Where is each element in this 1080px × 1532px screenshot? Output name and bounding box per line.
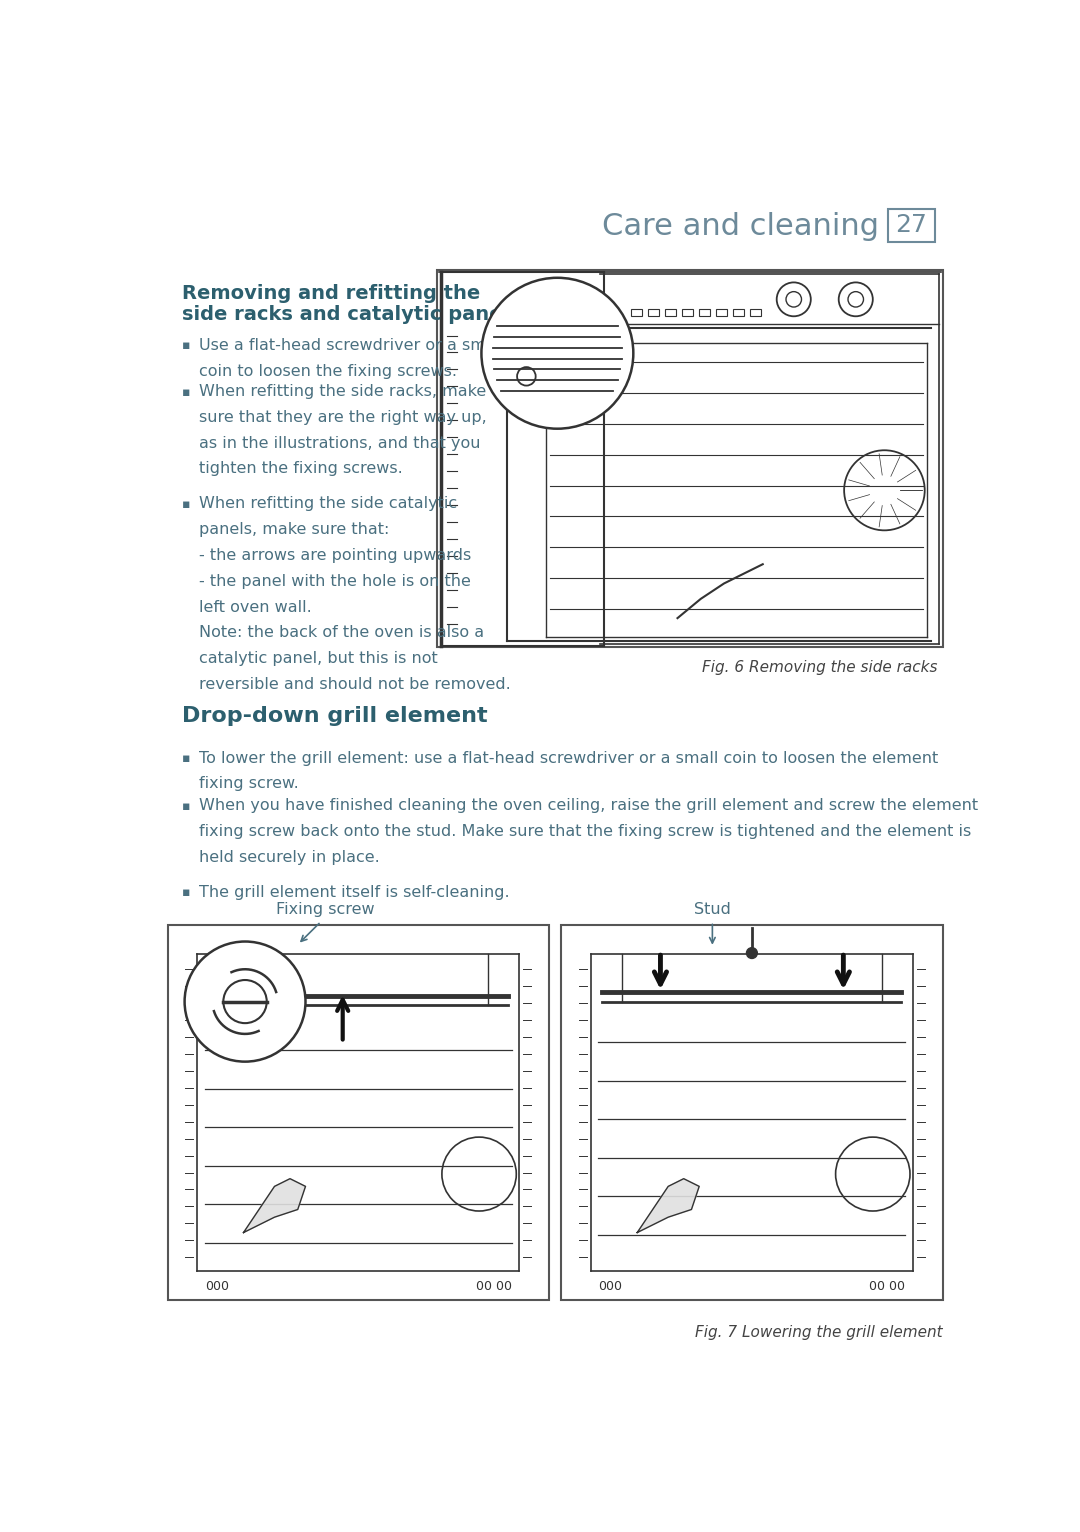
FancyBboxPatch shape — [437, 270, 943, 648]
Text: 000: 000 — [205, 1279, 229, 1293]
Text: 000: 000 — [598, 1279, 622, 1293]
Text: ▪: ▪ — [181, 498, 190, 512]
Text: ▪: ▪ — [181, 885, 190, 899]
Text: Fixing screw: Fixing screw — [275, 902, 374, 916]
FancyBboxPatch shape — [167, 925, 549, 1301]
Text: Care and cleaning: Care and cleaning — [602, 211, 879, 241]
Text: Stud: Stud — [694, 902, 731, 916]
Text: Removing and refitting the: Removing and refitting the — [181, 283, 480, 303]
FancyBboxPatch shape — [562, 925, 943, 1301]
Text: When you have finished cleaning the oven ceiling, raise the grill element and sc: When you have finished cleaning the oven… — [199, 798, 977, 866]
Circle shape — [746, 948, 757, 959]
Text: Drop-down grill element: Drop-down grill element — [181, 706, 487, 726]
Text: ▪: ▪ — [181, 340, 190, 352]
FancyBboxPatch shape — [631, 309, 642, 316]
FancyBboxPatch shape — [716, 309, 727, 316]
Text: 00 00: 00 00 — [869, 1279, 905, 1293]
Text: Use a flat-head screwdriver or a small
coin to loosen the fixing screws.: Use a flat-head screwdriver or a small c… — [199, 339, 504, 378]
Text: When refitting the side catalytic
panels, make sure that:
- the arrows are point: When refitting the side catalytic panels… — [199, 496, 511, 692]
Text: The grill element itself is self-cleaning.: The grill element itself is self-cleanin… — [199, 884, 509, 899]
FancyBboxPatch shape — [889, 210, 935, 242]
Text: side racks and catalytic panels: side racks and catalytic panels — [181, 305, 521, 325]
Text: ▪: ▪ — [181, 752, 190, 764]
Polygon shape — [637, 1178, 699, 1233]
Text: 27: 27 — [895, 213, 928, 237]
Text: When refitting the side racks, make
sure that they are the right way up,
as in t: When refitting the side racks, make sure… — [199, 385, 486, 476]
Text: Fig. 7 Lowering the grill element: Fig. 7 Lowering the grill element — [694, 1325, 943, 1340]
Text: ▪: ▪ — [181, 386, 190, 398]
Circle shape — [185, 942, 306, 1062]
FancyBboxPatch shape — [733, 309, 744, 316]
Text: Fig. 6 Removing the side racks: Fig. 6 Removing the side racks — [702, 660, 937, 674]
Polygon shape — [243, 1178, 306, 1233]
FancyBboxPatch shape — [648, 309, 659, 316]
Text: To lower the grill element: use a flat-head screwdriver or a small coin to loose: To lower the grill element: use a flat-h… — [199, 751, 937, 792]
Text: 00 00: 00 00 — [475, 1279, 512, 1293]
FancyBboxPatch shape — [683, 309, 693, 316]
FancyBboxPatch shape — [665, 309, 676, 316]
FancyBboxPatch shape — [699, 309, 710, 316]
Text: ▪: ▪ — [181, 800, 190, 813]
FancyBboxPatch shape — [751, 309, 761, 316]
Circle shape — [482, 277, 633, 429]
